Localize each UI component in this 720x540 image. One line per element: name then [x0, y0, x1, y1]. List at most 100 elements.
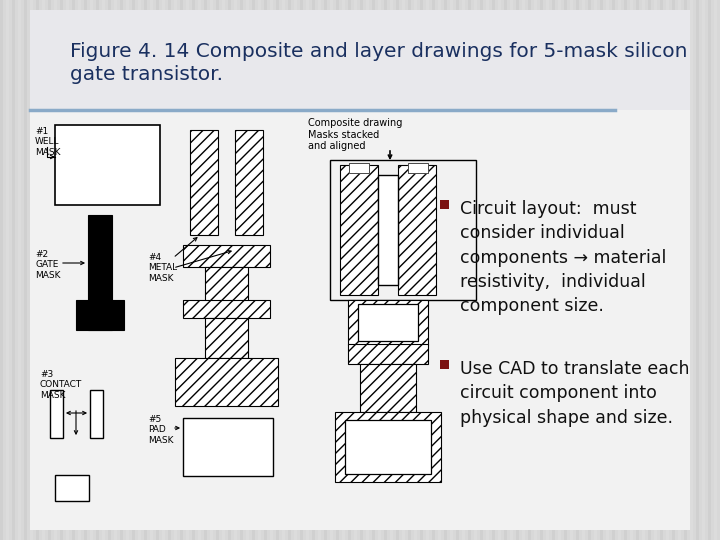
Text: Use CAD to translate each
circuit component into
physical shape and size.: Use CAD to translate each circuit compon…	[460, 360, 690, 427]
Text: #1
WELL
MASK: #1 WELL MASK	[35, 127, 60, 157]
Bar	[702, 0, 705, 540]
Text: Figure 4. 14 Composite and layer drawings for 5-mask silicon: Figure 4. 14 Composite and layer drawing…	[70, 42, 688, 61]
Bar	[582, 0, 585, 540]
Bar	[594, 0, 597, 540]
Bar	[348, 344, 428, 364]
Bar	[690, 0, 693, 540]
Text: #5
PAD
MASK: #5 PAD MASK	[148, 415, 174, 445]
Bar	[456, 0, 459, 540]
Bar	[264, 0, 267, 540]
Bar	[216, 0, 219, 540]
Bar	[72, 0, 75, 540]
Bar	[444, 0, 447, 540]
Bar	[48, 0, 51, 540]
Bar	[12, 0, 15, 540]
Bar	[600, 0, 603, 540]
Bar	[402, 0, 405, 540]
Bar	[108, 0, 111, 540]
Bar	[183, 300, 270, 318]
Bar	[60, 0, 63, 540]
Bar	[440, 200, 449, 209]
Bar	[192, 0, 195, 540]
Bar	[564, 0, 567, 540]
Bar	[30, 0, 33, 540]
Bar	[240, 0, 243, 540]
Bar	[504, 0, 507, 540]
Bar	[360, 0, 363, 540]
Bar	[624, 0, 627, 540]
Bar	[366, 0, 369, 540]
Bar	[348, 0, 351, 540]
Bar	[42, 0, 45, 540]
Bar	[384, 0, 387, 540]
Bar	[588, 0, 591, 540]
Bar	[408, 163, 428, 173]
Bar	[672, 0, 675, 540]
Bar	[312, 0, 315, 540]
Bar	[234, 0, 237, 540]
Bar	[190, 130, 218, 235]
Bar	[126, 0, 129, 540]
Bar	[335, 412, 441, 482]
Bar	[30, 10, 690, 110]
Bar	[204, 0, 207, 540]
Bar	[90, 390, 103, 438]
Bar	[183, 245, 270, 267]
Bar	[360, 364, 416, 412]
Bar	[708, 0, 711, 540]
Bar	[486, 0, 489, 540]
Bar	[390, 0, 393, 540]
Bar	[438, 0, 441, 540]
Bar	[252, 0, 255, 540]
Bar	[492, 0, 495, 540]
Bar	[162, 0, 165, 540]
Bar	[78, 0, 81, 540]
Bar	[349, 163, 369, 173]
Bar	[408, 163, 428, 173]
Bar	[398, 165, 436, 295]
Bar	[66, 0, 69, 540]
Bar	[420, 0, 423, 540]
Text: Circuit layout:  must
consider individual
components → material
resistivity,  in: Circuit layout: must consider individual…	[460, 200, 667, 315]
Bar	[666, 0, 669, 540]
Bar	[558, 0, 561, 540]
Bar	[378, 0, 381, 540]
Bar	[210, 0, 213, 540]
Bar	[96, 0, 99, 540]
Bar	[630, 0, 633, 540]
Bar	[174, 0, 177, 540]
Bar	[205, 318, 248, 358]
Text: #2
GATE
MASK: #2 GATE MASK	[35, 250, 60, 280]
Bar	[480, 0, 483, 540]
Bar	[372, 0, 375, 540]
Bar	[84, 0, 87, 540]
Bar	[636, 0, 639, 540]
Bar	[546, 0, 549, 540]
Text: gate transistor.: gate transistor.	[70, 65, 223, 84]
Bar	[612, 0, 615, 540]
Bar	[270, 0, 273, 540]
Bar	[606, 0, 609, 540]
Bar	[510, 0, 513, 540]
Bar	[228, 0, 231, 540]
Bar	[618, 0, 621, 540]
Bar	[102, 0, 105, 540]
Bar	[396, 0, 399, 540]
Bar	[114, 0, 117, 540]
Bar	[570, 0, 573, 540]
Bar	[342, 0, 345, 540]
Bar	[76, 300, 124, 330]
Bar	[24, 0, 27, 540]
Bar	[426, 0, 429, 540]
Bar	[150, 0, 153, 540]
Bar	[55, 475, 89, 501]
Bar	[55, 125, 160, 205]
Bar	[378, 175, 398, 285]
Bar	[498, 0, 501, 540]
Bar	[205, 267, 248, 302]
Bar	[340, 165, 378, 295]
Bar	[522, 0, 525, 540]
Bar	[576, 0, 579, 540]
Bar	[258, 0, 261, 540]
Bar	[90, 0, 93, 540]
